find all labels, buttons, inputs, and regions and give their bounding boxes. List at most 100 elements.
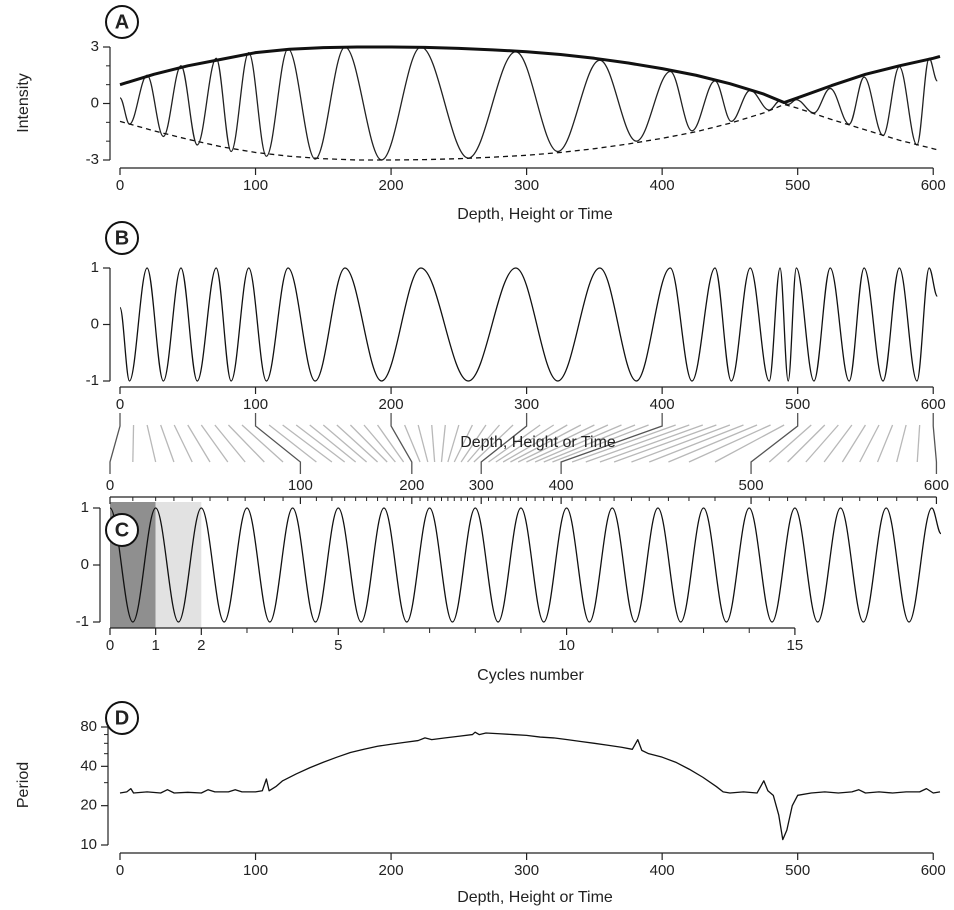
y-tick-label: 1: [91, 259, 99, 276]
x-axis-label: Cycles number: [477, 667, 584, 684]
depth-tick-label: 0: [106, 477, 114, 494]
depth-connector: [510, 424, 582, 463]
depth-tick-label: 600: [924, 477, 949, 494]
depth-connector-major: [254, 413, 302, 474]
x-tick-label: 400: [650, 396, 675, 413]
depth-connector: [805, 424, 839, 463]
x-axis-label: Depth, Height or Time: [457, 889, 613, 906]
depth-connector-major: [390, 413, 413, 474]
depth-connector: [460, 424, 487, 463]
depth-connector: [543, 424, 636, 463]
x-tick-label: 100: [243, 177, 268, 194]
depth-connector: [404, 424, 421, 463]
y-tick-label: 0: [91, 94, 99, 111]
depth-connector: [132, 424, 135, 463]
depth-connector: [517, 424, 595, 463]
depth-connector: [363, 424, 396, 463]
series-line: [119, 103, 941, 161]
depth-connector-major: [750, 413, 799, 474]
depth-connector-major: [560, 413, 663, 474]
depth-connector: [146, 424, 157, 463]
x-tick-label: 0: [116, 862, 124, 879]
x-tick-label: 500: [785, 862, 810, 879]
depth-connector: [502, 424, 568, 463]
depth-connector: [714, 424, 785, 463]
depth-connector: [534, 424, 622, 463]
x-tick-label: 2: [197, 637, 205, 654]
depth-connector: [322, 424, 368, 463]
depth-tick-label: 100: [288, 477, 313, 494]
panel-letter: A: [115, 11, 129, 33]
depth-connector: [453, 424, 473, 463]
y-tick-label: 80: [80, 718, 97, 735]
depth-connector: [467, 424, 500, 463]
highlight-band: [155, 502, 202, 628]
depth-connector-major: [480, 413, 528, 474]
x-tick-label: 300: [514, 862, 539, 879]
depth-connector: [417, 424, 429, 463]
depth-connector: [916, 424, 921, 463]
depth-tick-label: 500: [739, 477, 764, 494]
depth-connector: [376, 424, 405, 463]
depth-connector: [488, 424, 541, 463]
x-tick-label: 0: [106, 637, 114, 654]
x-tick-label: 600: [921, 177, 946, 194]
depth-connector: [585, 424, 690, 463]
depth-connector: [227, 424, 265, 463]
depth-connector-major: [109, 413, 121, 474]
panel-badge: [105, 221, 139, 255]
x-tick-label: 15: [787, 637, 804, 654]
depth-connector: [214, 424, 246, 463]
depth-connector: [336, 424, 379, 463]
x-tick-label: 100: [243, 396, 268, 413]
depth-connector: [431, 424, 436, 463]
x-axis-label: Depth, Height or Time: [460, 434, 616, 451]
depth-tick-label: 400: [549, 477, 574, 494]
depth-connector: [768, 424, 812, 463]
depth-connector: [200, 424, 229, 463]
depth-tick-label: 300: [469, 477, 494, 494]
x-tick-label: 0: [116, 177, 124, 194]
x-tick-label: 500: [785, 396, 810, 413]
depth-connector: [823, 424, 853, 463]
depth-connector: [173, 424, 193, 463]
depth-connector: [309, 424, 357, 463]
depth-connector: [268, 424, 317, 463]
y-axis-label: Intensity: [15, 73, 32, 133]
x-tick-label: 0: [116, 396, 124, 413]
depth-connector: [187, 424, 211, 463]
depth-connector: [841, 424, 867, 463]
y-tick-label: 0: [81, 556, 89, 573]
panel-badge: [105, 5, 139, 39]
x-tick-label: 200: [379, 177, 404, 194]
y-tick-label: 40: [80, 757, 97, 774]
depth-connector: [440, 424, 446, 463]
depth-connector: [876, 424, 894, 463]
y-tick-label: 1: [81, 499, 89, 516]
x-tick-label: 400: [650, 177, 675, 194]
depth-connector: [599, 424, 704, 463]
x-tick-label: 200: [379, 396, 404, 413]
x-tick-label: 200: [379, 862, 404, 879]
depth-connector: [648, 424, 744, 463]
x-tick-label: 500: [785, 177, 810, 194]
series-line: [119, 46, 938, 161]
series-line: [119, 45, 941, 105]
x-axis-label: Depth, Height or Time: [457, 206, 613, 223]
x-tick-label: 600: [921, 862, 946, 879]
depth-connector: [787, 424, 826, 463]
y-tick-label: 3: [91, 38, 99, 55]
depth-tick-label: 200: [399, 477, 424, 494]
depth-connector: [896, 424, 907, 463]
y-tick-label: -1: [86, 372, 99, 389]
y-tick-label: 20: [80, 797, 97, 814]
panel-badge: [105, 701, 139, 735]
depth-connector: [688, 424, 771, 463]
y-tick-label: -3: [86, 151, 99, 168]
x-tick-label: 300: [514, 177, 539, 194]
series-line: [119, 731, 941, 841]
x-tick-label: 400: [650, 862, 675, 879]
depth-connector: [859, 424, 880, 463]
